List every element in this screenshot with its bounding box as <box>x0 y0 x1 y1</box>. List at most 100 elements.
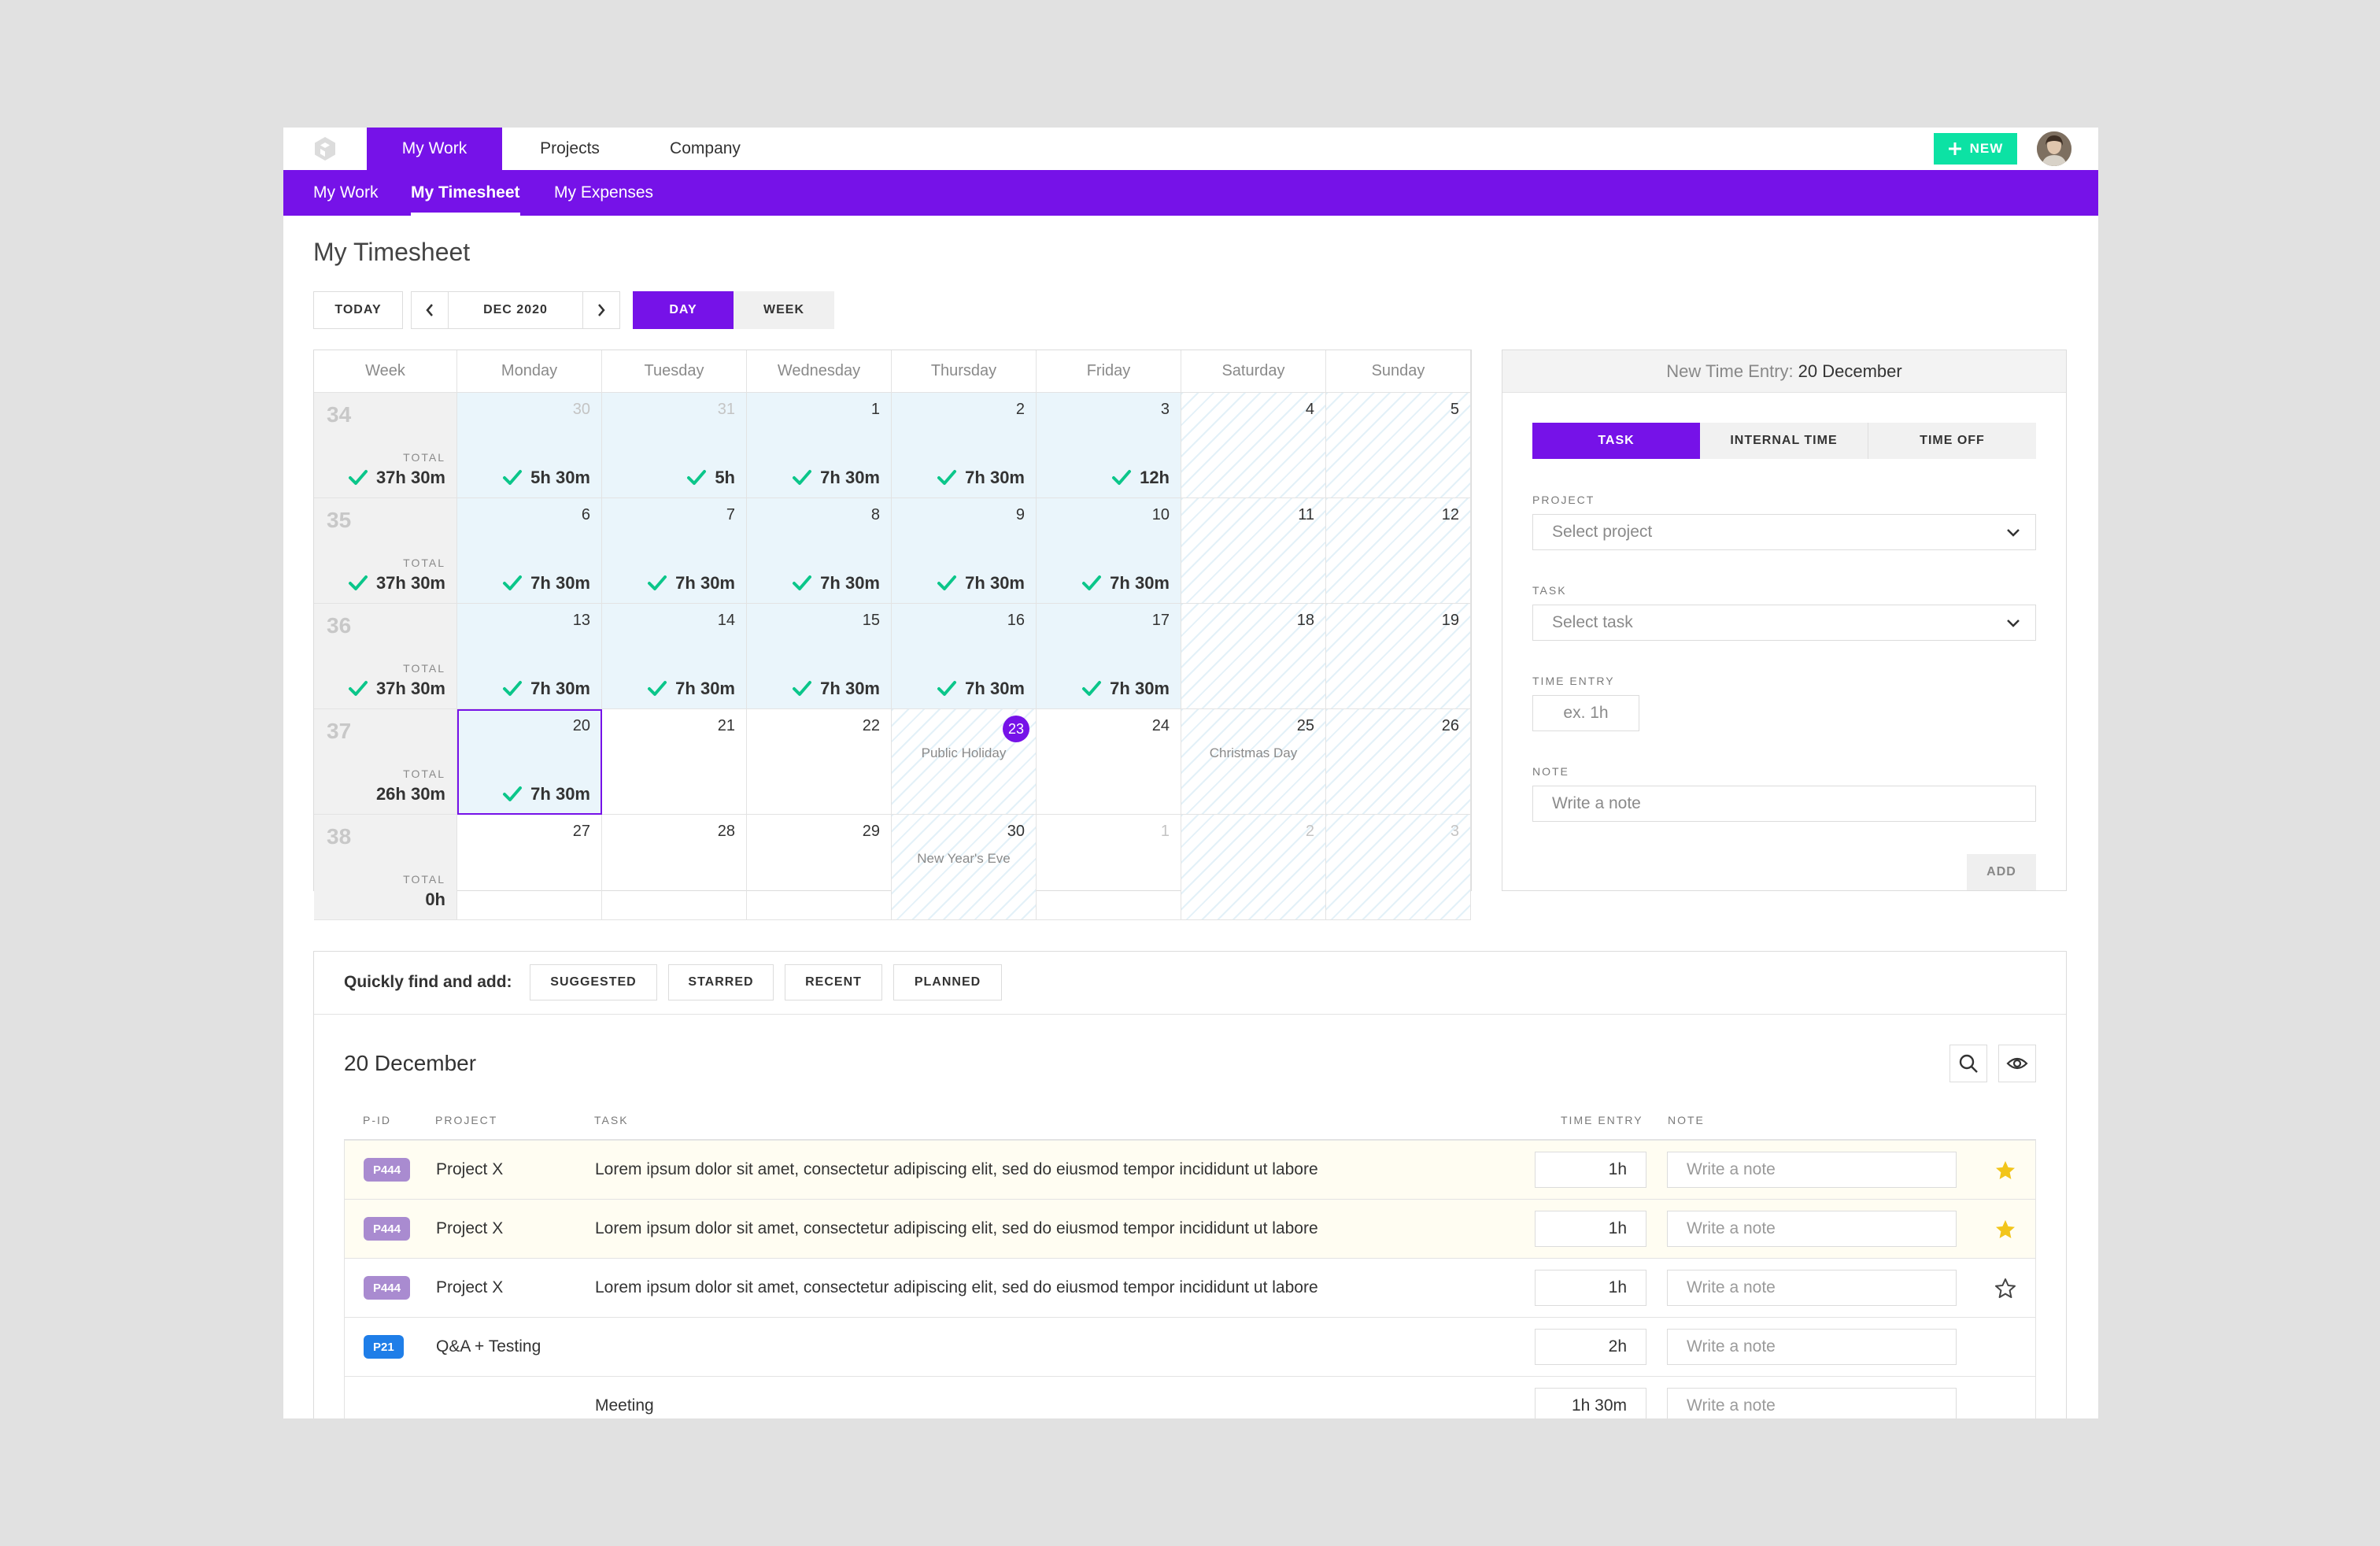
day-cell[interactable]: 4 <box>1181 393 1326 498</box>
note-input[interactable]: Write a note <box>1532 786 2036 822</box>
day-cell[interactable]: 6 7h 30m <box>457 498 602 604</box>
week-cell[interactable]: 35 TOTAL 37h 30m <box>314 498 457 604</box>
week-cell[interactable]: 38 TOTAL 0h <box>314 815 457 920</box>
day-cell[interactable]: 27 <box>457 815 602 920</box>
star-filled-icon[interactable] <box>1994 1219 2016 1241</box>
day-cell[interactable]: 21 <box>602 709 747 815</box>
note-field[interactable]: Write a note <box>1667 1329 1957 1365</box>
day-cell[interactable]: 24 <box>1037 709 1181 815</box>
day-cell[interactable]: 18 <box>1181 604 1326 709</box>
search-icon <box>1959 1054 1978 1073</box>
week-cell[interactable]: 37 TOTAL 26h 30m <box>314 709 457 815</box>
time-entry-field[interactable]: 1h <box>1535 1152 1646 1188</box>
planned-button[interactable]: PLANNED <box>893 964 1002 1000</box>
project-id-badge: P444 <box>364 1217 411 1241</box>
search-button[interactable] <box>1949 1045 1987 1082</box>
day-cell[interactable]: 30 5h 30m <box>457 393 602 498</box>
day-cell[interactable]: 15 7h 30m <box>747 604 892 709</box>
time-entry-field[interactable]: 1h 30m <box>1535 1388 1646 1418</box>
table-row[interactable]: P444 Project X Lorem ipsum dolor sit amet,… <box>344 1200 2036 1259</box>
user-avatar[interactable] <box>2037 131 2071 166</box>
day-view-button[interactable]: DAY <box>633 291 734 329</box>
new-button[interactable]: NEW <box>1934 133 2017 165</box>
day-cell[interactable]: 8 7h 30m <box>747 498 892 604</box>
day-cell[interactable]: 29 <box>747 815 892 920</box>
day-cell[interactable]: 7 7h 30m <box>602 498 747 604</box>
week-total-text: 37h 30m <box>375 468 445 487</box>
day-cell[interactable]: 14 7h 30m <box>602 604 747 709</box>
day-cell[interactable]: 23 Public Holiday <box>892 709 1037 815</box>
table-row[interactable]: P444 Project X Lorem ipsum dolor sit amet,… <box>344 1141 2036 1200</box>
day-cell[interactable]: 31 5h <box>602 393 747 498</box>
check-icon <box>348 575 368 590</box>
time-entry-field[interactable]: 1h <box>1535 1270 1646 1306</box>
day-cell[interactable]: 16 7h 30m <box>892 604 1037 709</box>
week-number: 35 <box>327 508 352 532</box>
recent-button[interactable]: RECENT <box>785 964 882 1000</box>
day-hours: 7h 30m <box>1081 679 1170 699</box>
visibility-button[interactable] <box>1998 1045 2036 1082</box>
day-cell[interactable]: 3 12h <box>1037 393 1181 498</box>
week-cell[interactable]: 36 TOTAL 37h 30m <box>314 604 457 709</box>
top-navigation: My Work Projects Company NEW <box>283 128 2098 170</box>
note-field[interactable]: Write a note <box>1667 1211 1957 1247</box>
day-cell[interactable]: 19 <box>1326 604 1471 709</box>
day-cell[interactable]: 13 7h 30m <box>457 604 602 709</box>
day-cell[interactable]: 28 <box>602 815 747 920</box>
week-total-value: 37h 30m <box>348 468 445 488</box>
tab-internal-time[interactable]: INTERNAL TIME <box>1700 423 1868 459</box>
logo-icon[interactable] <box>312 135 338 162</box>
starred-button[interactable]: STARRED <box>668 964 774 1000</box>
day-cell[interactable]: 20 7h 30m <box>457 709 602 815</box>
day-cell[interactable]: 22 <box>747 709 892 815</box>
day-cell[interactable]: 30 New Year's Eve <box>892 815 1037 920</box>
week-view-button[interactable]: WEEK <box>734 291 834 329</box>
day-cell[interactable]: 1 7h 30m <box>747 393 892 498</box>
note-field[interactable]: Write a note <box>1667 1152 1957 1188</box>
subnav-my-expenses[interactable]: My Expenses <box>554 183 654 202</box>
today-button[interactable]: TODAY <box>313 291 403 329</box>
star-filled-icon[interactable] <box>1994 1160 2016 1182</box>
subnav-my-timesheet[interactable]: My Timesheet <box>411 170 520 216</box>
day-cell[interactable]: 3 <box>1326 815 1471 920</box>
day-cell[interactable]: 12 <box>1326 498 1471 604</box>
note-field[interactable]: Write a note <box>1667 1270 1957 1306</box>
day-cell[interactable]: 9 7h 30m <box>892 498 1037 604</box>
nav-company[interactable]: Company <box>670 139 741 157</box>
week-cell[interactable]: 34 TOTAL 37h 30m <box>314 393 457 498</box>
check-icon <box>687 470 707 485</box>
day-cell[interactable]: 5 <box>1326 393 1471 498</box>
calendar-header-wednesday: Wednesday <box>747 350 892 393</box>
day-cell[interactable]: 26 <box>1326 709 1471 815</box>
project-select[interactable]: Select project <box>1532 514 2036 550</box>
day-number: 29 <box>862 823 880 840</box>
suggested-button[interactable]: SUGGESTED <box>530 964 657 1000</box>
day-cell[interactable]: 2 7h 30m <box>892 393 1037 498</box>
time-entry-input[interactable]: ex. 1h <box>1532 695 1639 731</box>
day-cell[interactable]: 2 <box>1181 815 1326 920</box>
add-button[interactable]: ADD <box>1967 854 2036 890</box>
day-hours-text: 7h 30m <box>530 679 590 698</box>
task-select[interactable]: Select task <box>1532 605 2036 641</box>
nav-projects[interactable]: Projects <box>540 139 600 157</box>
prev-month-button[interactable] <box>411 291 449 329</box>
time-entry-field[interactable]: 2h <box>1535 1329 1646 1365</box>
table-row[interactable]: P21 Q&A + Testing 2h Write a note <box>344 1318 2036 1377</box>
note-field[interactable]: Write a note <box>1667 1388 1957 1418</box>
subnav-my-work[interactable]: My Work <box>313 183 379 202</box>
day-cell[interactable]: 10 7h 30m <box>1037 498 1181 604</box>
table-row[interactable]: Meeting 1h 30m Write a note <box>344 1377 2036 1418</box>
day-cell[interactable]: 1 <box>1037 815 1181 920</box>
day-cell[interactable]: 11 <box>1181 498 1326 604</box>
day-cell[interactable]: 17 7h 30m <box>1037 604 1181 709</box>
next-month-button[interactable] <box>582 291 620 329</box>
star-outline-icon[interactable] <box>1994 1278 2016 1300</box>
nav-my-work[interactable]: My Work <box>367 128 502 170</box>
tab-task[interactable]: TASK <box>1532 423 1700 459</box>
day-cell[interactable]: 25 Christmas Day <box>1181 709 1326 815</box>
avatar-icon <box>2037 131 2071 166</box>
check-icon <box>793 681 812 696</box>
table-row[interactable]: P444 Project X Lorem ipsum dolor sit amet,… <box>344 1259 2036 1318</box>
tab-time-off[interactable]: TIME OFF <box>1920 434 1985 447</box>
time-entry-field[interactable]: 1h <box>1535 1211 1646 1247</box>
